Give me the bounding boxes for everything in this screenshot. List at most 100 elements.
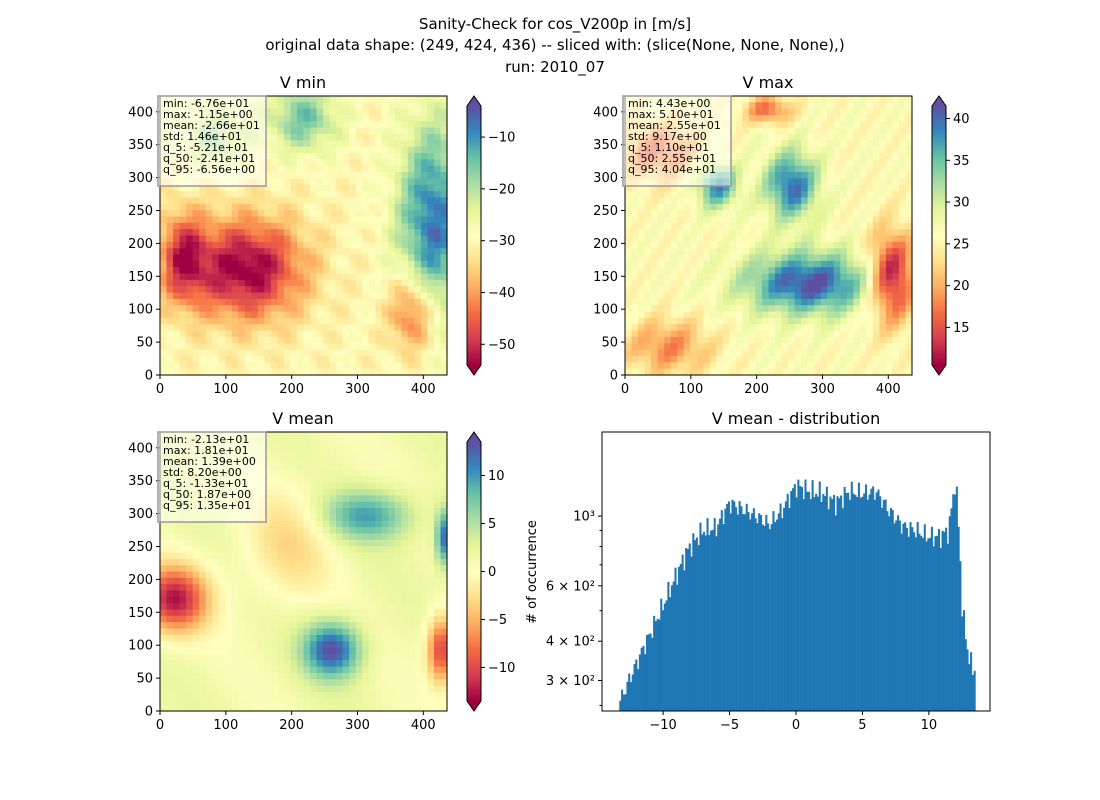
heatmap-cell: [670, 368, 678, 376]
heatmap-cell: [381, 508, 389, 516]
heatmap-cell: [440, 336, 448, 344]
heatmap-cell: [401, 298, 409, 306]
heatmap-cell: [677, 349, 685, 357]
heatmap-cell: [329, 470, 337, 477]
heatmap-cell: [199, 216, 207, 224]
heatmap-cell: [296, 324, 305, 332]
heatmap-cell: [375, 527, 383, 535]
heatmap-cell: [420, 191, 429, 199]
heatmap-cell: [179, 254, 187, 262]
heatmap-cell: [748, 362, 757, 370]
heatmap-cell: [729, 178, 737, 186]
heatmap-cell: [885, 235, 894, 243]
heatmap-cell: [670, 248, 678, 256]
heatmap-cell: [192, 558, 200, 566]
heatmap-cell: [427, 127, 435, 135]
heatmap-cell: [355, 279, 363, 287]
stats-line: max: -1.15e+00: [163, 108, 253, 121]
heatmap-cell: [631, 191, 639, 199]
heatmap-cell: [801, 172, 809, 180]
heatmap-cell: [179, 520, 187, 528]
heatmap-cell: [323, 508, 331, 516]
heatmap-cell: [264, 470, 272, 477]
heatmap-cell: [257, 368, 265, 376]
heatmap-cell: [670, 298, 678, 306]
heatmap-cell: [703, 216, 711, 224]
heatmap-cell: [329, 159, 337, 167]
heatmap-cell: [212, 222, 220, 230]
heatmap-cell: [212, 571, 220, 579]
heatmap-cell: [407, 520, 415, 528]
heatmap-cell: [898, 102, 907, 110]
heatmap-cell: [414, 102, 422, 110]
heatmap-cell: [892, 336, 900, 344]
heatmap-cell: [192, 260, 200, 268]
heatmap-cell: [336, 508, 344, 516]
heatmap-cell: [742, 343, 750, 351]
heatmap-cell: [270, 102, 279, 110]
heatmap-cell: [336, 273, 344, 281]
heatmap-cell: [375, 178, 383, 186]
heatmap-cell: [407, 292, 415, 300]
heatmap-cell: [433, 324, 442, 332]
heatmap-cell: [388, 178, 396, 186]
heatmap-cell: [677, 248, 685, 256]
stats-line: q_95: 4.04e+01: [628, 163, 716, 176]
heatmap-cell: [690, 305, 698, 313]
heatmap-cell: [827, 159, 835, 167]
heatmap-cell: [296, 197, 305, 205]
heatmap-cell: [820, 165, 828, 173]
heatmap-cell: [336, 527, 344, 535]
heatmap-cell: [748, 127, 757, 135]
heatmap-cell: [218, 222, 226, 230]
heatmap-cell: [316, 565, 324, 573]
heatmap-cell: [160, 343, 168, 351]
heatmap-cell: [355, 565, 363, 573]
heatmap-cell: [368, 501, 376, 509]
heatmap-cell: [244, 546, 252, 554]
heatmap-cell: [788, 121, 796, 129]
heatmap-cell: [270, 241, 279, 249]
heatmap-cell: [323, 197, 331, 205]
heatmap-cell: [820, 127, 828, 135]
heatmap-cell: [768, 146, 776, 154]
heatmap-cell: [349, 476, 357, 484]
heatmap-cell: [264, 476, 272, 484]
heatmap-cell: [703, 184, 711, 192]
heatmap-cell: [761, 362, 770, 370]
heatmap-cell: [388, 476, 396, 484]
heatmap-cell: [349, 292, 357, 300]
heatmap-cell: [212, 229, 220, 237]
heatmap-cell: [414, 501, 422, 509]
heatmap-cell: [872, 355, 880, 363]
heatmap-cell: [859, 115, 867, 122]
heatmap-cell: [355, 184, 363, 192]
heatmap-cell: [709, 336, 717, 344]
heatmap-cell: [362, 203, 370, 211]
heatmap-cell: [807, 184, 815, 192]
heatmap-cell: [388, 546, 396, 554]
heatmap-cell: [270, 311, 279, 319]
heatmap-cell: [238, 305, 246, 313]
heatmap-cell: [388, 298, 396, 306]
heatmap-cell: [898, 222, 907, 230]
heatmap-cell: [703, 248, 711, 256]
heatmap-cell: [807, 102, 815, 110]
heatmap-cell: [375, 508, 383, 516]
heatmap-cell: [440, 330, 448, 338]
heatmap-cell: [277, 533, 285, 541]
panel-v-max: V max 0 100 200 300 400 05010015020025030035…: [593, 73, 969, 397]
heatmap-cell: [638, 241, 646, 249]
heatmap-cell: [205, 571, 213, 579]
heatmap-cell: [898, 298, 907, 306]
heatmap-cell: [342, 222, 350, 230]
heatmap-cell: [290, 463, 298, 471]
heatmap-cell: [296, 444, 305, 452]
heatmap-cell: [342, 552, 350, 560]
heatmap-cell: [885, 279, 894, 287]
heatmap-cell: [388, 317, 396, 325]
heatmap-cell: [179, 292, 187, 300]
heatmap-cell: [748, 96, 757, 103]
heatmap-cell: [270, 279, 279, 287]
heatmap-cell: [251, 324, 259, 332]
